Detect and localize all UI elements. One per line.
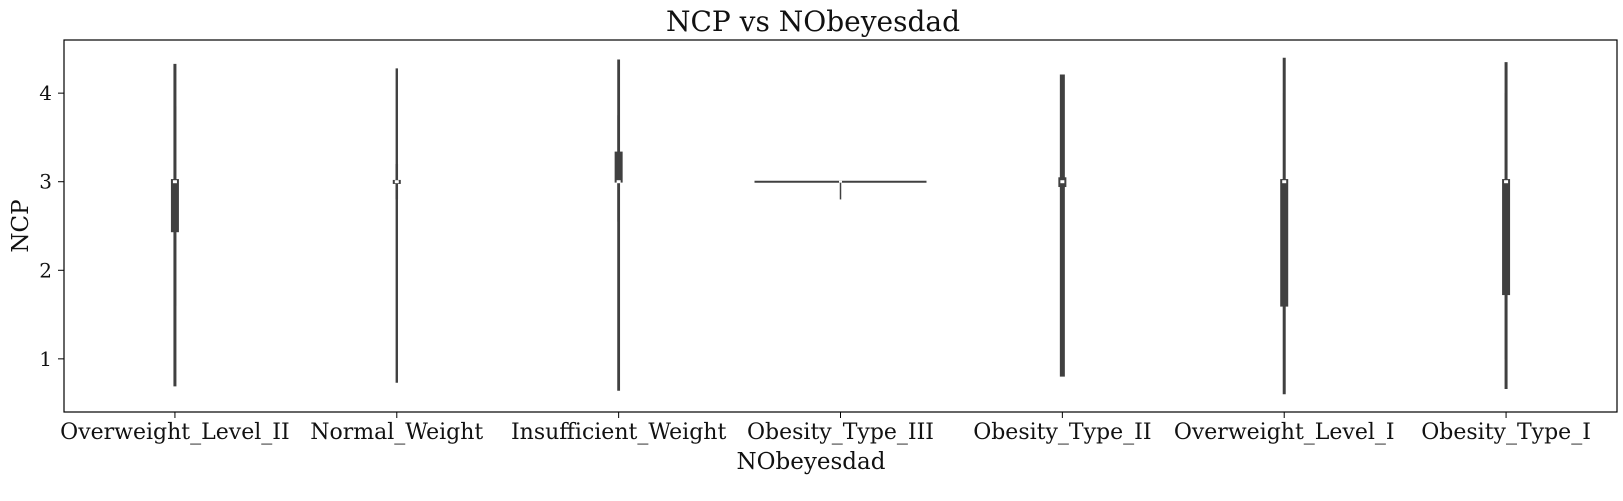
violin-group xyxy=(614,59,623,391)
violin-group xyxy=(170,63,179,387)
chart-title: NCP vs NObeyesdad xyxy=(666,5,960,38)
violin-median xyxy=(1282,180,1287,184)
y-tick-label: 1 xyxy=(39,347,52,371)
violin-iqr-box xyxy=(1280,179,1289,307)
y-axis: 1 2 3 4 xyxy=(39,81,64,371)
x-tick-label: Overweight_Level_II xyxy=(60,420,289,445)
violin-median xyxy=(1504,180,1509,184)
y-tick-label: 4 xyxy=(39,81,52,105)
x-tick-label: Obesity_Type_I xyxy=(1421,420,1591,445)
x-tick-label: Insufficient_Weight xyxy=(511,420,726,445)
plot-frame xyxy=(63,39,1618,413)
y-tick-label: 3 xyxy=(39,170,52,194)
x-axis-label: NObeyesdad xyxy=(737,449,886,475)
violin-iqr-box xyxy=(1502,179,1511,296)
violin-series xyxy=(170,57,1511,395)
violin-iqr-box xyxy=(170,179,179,233)
x-tick-label: Normal_Weight xyxy=(310,420,483,445)
violin-iqr-box xyxy=(614,151,623,183)
violin-median xyxy=(172,180,177,184)
violin-median xyxy=(1060,180,1065,184)
violin-group xyxy=(1058,74,1067,377)
y-tick-label: 2 xyxy=(39,258,52,282)
y-axis-label: NCP xyxy=(8,199,34,252)
violin-group xyxy=(1280,57,1289,395)
x-tick-label: Obesity_Type_II xyxy=(973,420,1151,445)
x-tick-label: Overweight_Level_I xyxy=(1174,420,1395,445)
violin-median xyxy=(616,180,621,184)
x-tick-label: Obesity_Type_III xyxy=(747,420,934,445)
violin-group xyxy=(392,68,401,383)
violin-group xyxy=(754,180,927,200)
x-axis: Overweight_Level_II Normal_Weight Insuffic… xyxy=(60,412,1591,445)
violin-median xyxy=(394,180,399,184)
violin-group xyxy=(1502,62,1511,389)
